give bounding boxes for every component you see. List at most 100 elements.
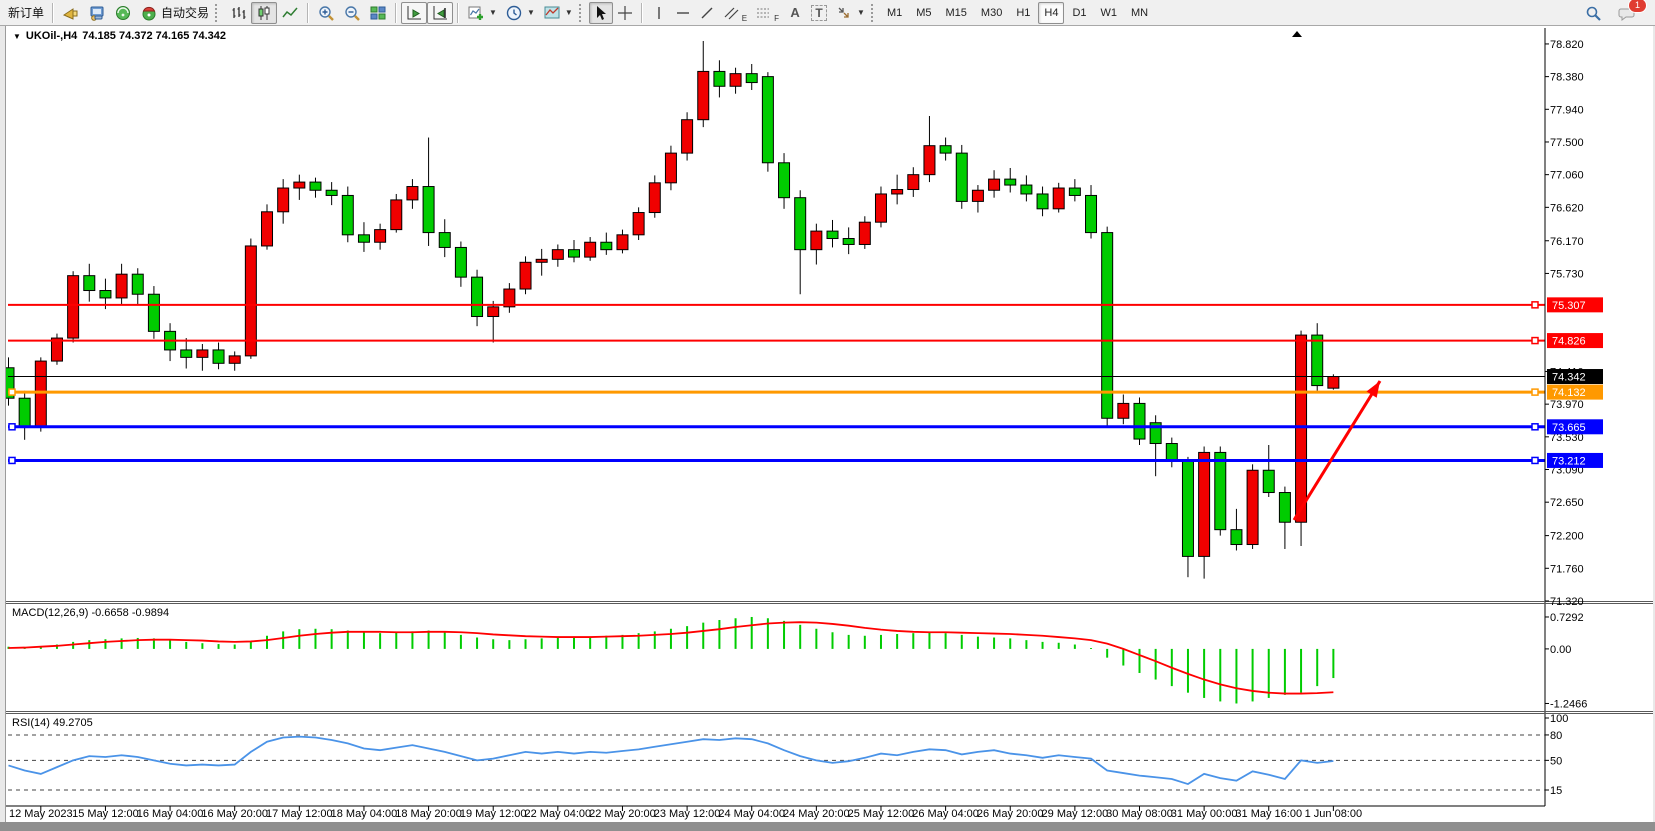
candle-body-bear [567, 249, 580, 258]
periods-button[interactable]: ▼ [501, 2, 539, 24]
rsi-tick-label: 15 [1550, 785, 1562, 797]
line-anchor-handle[interactable] [1531, 301, 1539, 309]
text-button[interactable]: A [783, 2, 807, 24]
candle-body-bear [131, 273, 144, 295]
cursor-button[interactable] [588, 1, 613, 24]
line-chart-button[interactable] [277, 2, 303, 24]
timeframe-button-M1[interactable]: M1 [886, 6, 903, 19]
candle-body-bull [519, 261, 532, 290]
zoom-in-button[interactable] [313, 2, 339, 24]
toolbar-drag-handle [578, 3, 585, 22]
candle-body-bull [988, 178, 1001, 191]
chart-title[interactable]: ▼ UKOil-,H4 74.185 74.372 74.165 74.342 [13, 30, 226, 42]
crosshair-button[interactable] [613, 2, 637, 24]
line-anchor-handle[interactable] [8, 456, 16, 465]
macd-signal-line [8, 621, 1334, 695]
arrow-head [1366, 381, 1380, 398]
candle [309, 177, 322, 198]
horizontal-line-button[interactable] [671, 2, 695, 24]
tile-windows-button[interactable] [365, 2, 391, 24]
candle-body-bear [309, 181, 322, 191]
candle-body-bear [180, 349, 193, 358]
candle-body-bull [390, 199, 403, 231]
price-tick-label: 72.200 [1550, 531, 1584, 543]
candle-body-bull [874, 193, 887, 223]
time-tick-label: 18 May 20:00 [395, 808, 462, 820]
bar-chart-button[interactable] [225, 2, 251, 24]
timeframe-button-H4[interactable]: H4 [1038, 1, 1065, 24]
candle [988, 170, 1001, 198]
candle [422, 137, 435, 246]
candle [794, 190, 807, 295]
candle [971, 185, 984, 213]
candle [648, 175, 661, 218]
line-anchor-handle[interactable] [1531, 456, 1539, 465]
candlestick-chart-icon [258, 5, 270, 20]
candlestick-chart-button[interactable] [251, 1, 278, 24]
templates-button[interactable]: ▼ [539, 2, 577, 24]
timeframe-button-M30[interactable]: M30 [980, 6, 1003, 19]
timeframe-button-M5[interactable]: M5 [916, 6, 932, 19]
chart-shift-button[interactable] [427, 1, 454, 24]
search-button[interactable] [1580, 2, 1606, 24]
auto-scroll-icon [407, 5, 422, 19]
macd-indicator-label: MACD(12,26,9) -0.6658 -0.9894 [12, 607, 170, 619]
candle [567, 240, 580, 263]
candle [761, 72, 774, 172]
timeframe-button-M15[interactable]: M15 [945, 6, 967, 19]
candle [454, 241, 467, 287]
price-tick-label: 73.970 [1550, 399, 1584, 411]
auto-trading-button[interactable]: 自动交易 [136, 2, 213, 24]
trendline-button[interactable] [695, 2, 719, 24]
candle-body-bull [293, 181, 306, 189]
crosshair-icon [617, 5, 632, 20]
new-order-label: 新订单 [8, 6, 45, 20]
channel-button[interactable]: E [719, 2, 751, 24]
timeframe-button-D1[interactable]: D1 [1072, 6, 1087, 19]
text-label-button[interactable]: T [807, 2, 831, 24]
auto-trading-icon [142, 6, 156, 20]
candle [228, 351, 241, 371]
candle-body-bull [1052, 187, 1065, 210]
candle-body-bull [664, 152, 677, 184]
candle [34, 357, 47, 432]
indicators-button[interactable]: ▼ [463, 2, 501, 24]
candle [1133, 397, 1146, 445]
candle-body-bear [778, 162, 791, 199]
price-tick-label: 76.170 [1550, 236, 1584, 248]
level-price-badge: 74.826 [1547, 333, 1603, 349]
auto-scroll-button[interactable] [401, 1, 428, 24]
price-tick-label: 73.530 [1550, 432, 1584, 444]
metaeditor-button[interactable] [84, 2, 110, 24]
fibonacci-icon [757, 8, 770, 17]
cursor-arrow-icon [596, 5, 606, 20]
line-anchor-handle[interactable] [1531, 336, 1539, 345]
notifications-button[interactable]: 1 [1614, 0, 1647, 24]
candle [745, 63, 758, 90]
timeframe-button-W1[interactable]: W1 [1100, 6, 1118, 19]
price-tick-label: 77.940 [1550, 104, 1584, 116]
line-anchor-handle[interactable] [1531, 388, 1539, 396]
timeframe-button-H1[interactable]: H1 [1016, 6, 1031, 19]
arrow-shaft [1292, 380, 1382, 521]
new-order-button[interactable]: 新订单 [4, 2, 48, 24]
price-levels-layer [8, 301, 1545, 465]
arrow-annotation[interactable] [1292, 380, 1382, 521]
vertical-line-button[interactable] [647, 2, 671, 24]
line-anchor-handle[interactable] [8, 388, 16, 396]
line-anchor-handle[interactable] [8, 423, 16, 431]
candle [341, 186, 354, 243]
candle-body-bear [1181, 460, 1194, 557]
megaphone-button[interactable] [58, 2, 84, 24]
line-anchor-handle[interactable] [1531, 423, 1539, 431]
time-tick-label: 26 May 04:00 [912, 808, 979, 820]
candle [438, 219, 451, 258]
arrows-button[interactable]: ▼ [831, 2, 869, 24]
zoom-out-button[interactable] [339, 2, 365, 24]
time-tick-label: 16 May 04:00 [137, 808, 204, 820]
broadcast-button[interactable] [110, 2, 136, 24]
fibonacci-button[interactable]: F [751, 2, 783, 24]
toolbar-separator [52, 2, 55, 23]
timeframe-button-MN[interactable]: MN [1131, 6, 1149, 19]
